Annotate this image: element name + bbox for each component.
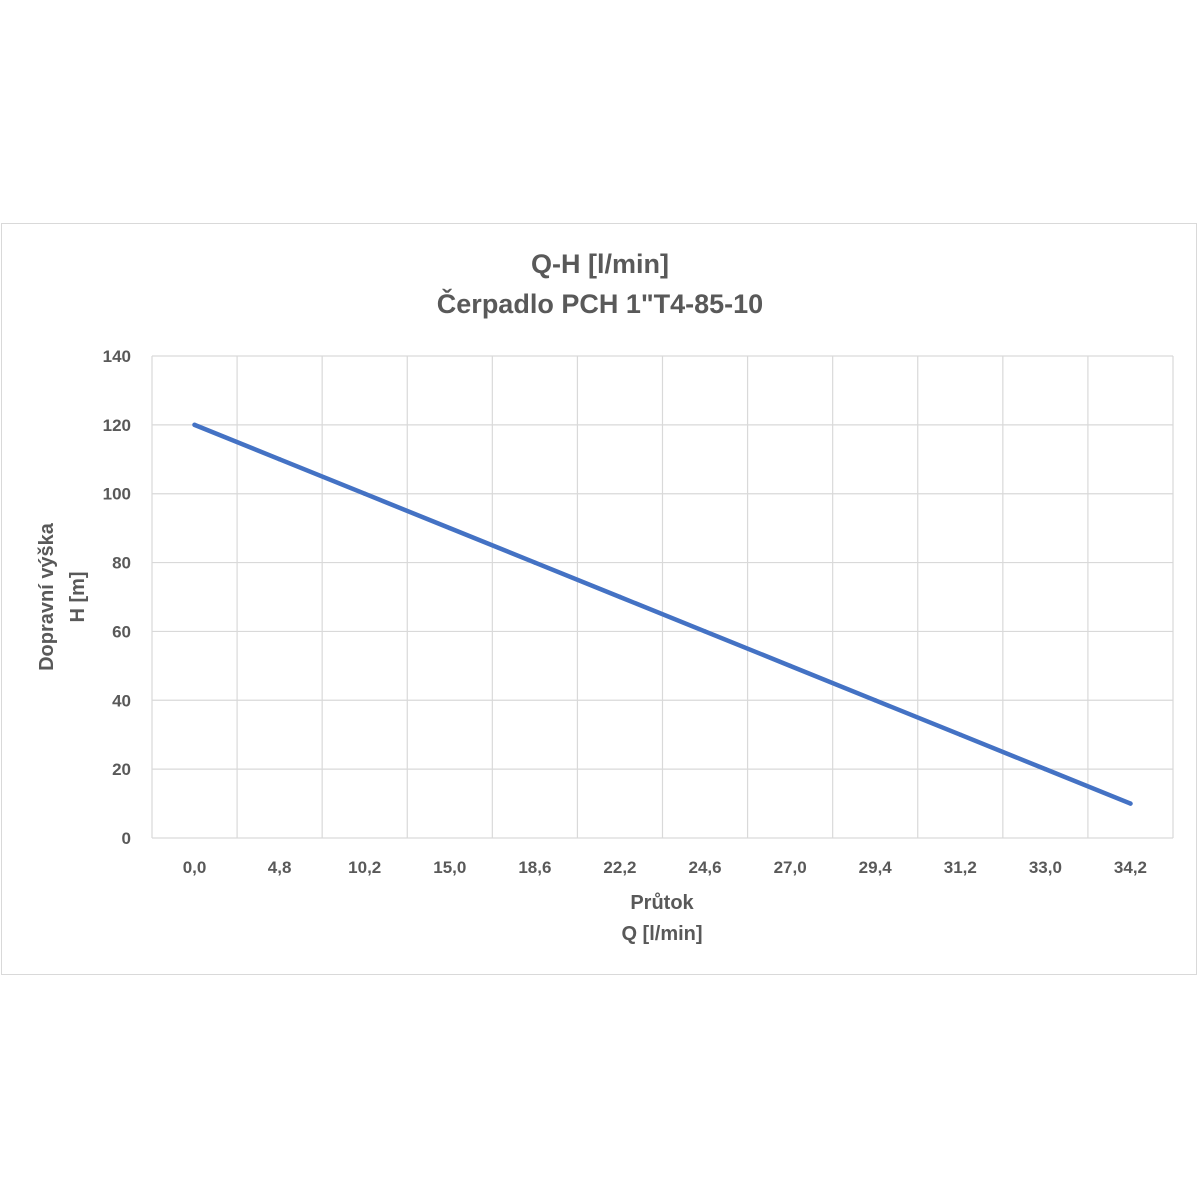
y-tick-label: 60: [112, 622, 131, 641]
x-tick-label: 10,2: [348, 858, 381, 877]
data-point: [702, 629, 708, 634]
x-tick-labels: 0,0 4,8 10,2 15,0 18,6 22,2 24,6 27,0 29,4 31,2 33…: [183, 858, 1147, 877]
data-point: [192, 422, 197, 428]
data-point: [617, 594, 623, 600]
data-point: [362, 491, 367, 496]
x-axis-title-line-1: Průtok: [630, 892, 694, 914]
y-axis-title-2: H [m]: [67, 571, 89, 622]
data-point: [1043, 766, 1048, 772]
chart-title-line-2: Čerpadlo PCH 1"T4-85-10: [437, 288, 763, 319]
chart-frame: [1, 223, 1197, 975]
data-point: [447, 525, 452, 531]
data-point: [958, 732, 963, 737]
x-axis-title-line-2: Q [l/min]: [621, 923, 702, 945]
data-point: [532, 560, 538, 565]
x-tick-label: 27,0: [774, 858, 807, 877]
y-axis-title-line-1: Dopravní výška: [36, 522, 58, 671]
chart-title-line-1: Q-H [l/min]: [531, 249, 669, 279]
y-tick-label: 20: [112, 760, 131, 779]
x-tick-label: 0,0: [183, 858, 207, 877]
x-tick-label: 29,4: [859, 858, 893, 877]
x-tick-label: 18,6: [518, 858, 551, 877]
y-tick-label: 0: [122, 829, 131, 848]
series-line-0: [192, 422, 1133, 806]
x-tick-label: 33,0: [1029, 858, 1062, 877]
x-tick-label: 31,2: [944, 858, 977, 877]
grid: [151, 355, 1174, 839]
data-point: [873, 698, 878, 703]
x-tick-label: 15,0: [433, 858, 466, 877]
y-tick-label: 140: [103, 347, 131, 366]
data-point: [277, 457, 282, 462]
series: [192, 422, 1133, 806]
y-axis-title-line-2: H [m]: [67, 571, 89, 622]
y-tick-label: 100: [103, 485, 131, 504]
x-tick-label: 4,8: [268, 858, 292, 877]
y-tick-labels: 0 20 40 60 80 100 120 140: [103, 347, 131, 848]
y-axis-title: Dopravní výška: [36, 522, 58, 671]
x-tick-label: 22,2: [603, 858, 636, 877]
x-tick-label: 24,6: [688, 858, 721, 877]
y-tick-label: 120: [103, 416, 131, 435]
data-point: [787, 663, 793, 669]
x-tick-label: 34,2: [1114, 858, 1147, 877]
data-point: [1128, 801, 1133, 806]
y-tick-label: 40: [112, 691, 131, 710]
y-tick-label: 80: [112, 554, 131, 573]
